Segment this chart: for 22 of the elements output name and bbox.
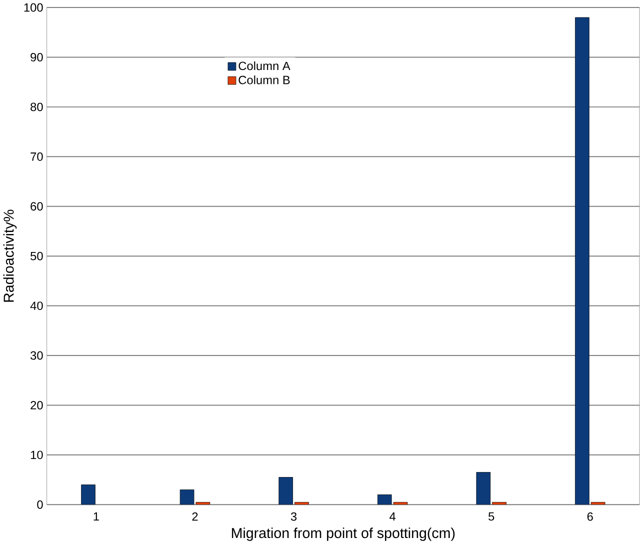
y-tick-label: 40 bbox=[30, 301, 43, 310]
legend-label: Column A bbox=[238, 61, 290, 70]
x-tick-label: 6 bbox=[587, 512, 593, 521]
x-tick-label: 1 bbox=[94, 512, 99, 520]
y-tick-label: 20 bbox=[30, 400, 43, 410]
y-tick-label: 90 bbox=[30, 52, 43, 62]
y-tick-label: 80 bbox=[30, 102, 43, 112]
legend-label: Column B bbox=[238, 75, 290, 84]
x-tick-label: 4 bbox=[390, 512, 396, 520]
y-tick-label: 70 bbox=[30, 152, 43, 161]
y-axis-title: Radioactivity% bbox=[3, 210, 17, 302]
y-tick-label: 60 bbox=[30, 202, 43, 210]
x-axis-title: Migration from point of spotting(cm) bbox=[232, 527, 455, 541]
y-tick-label: 0 bbox=[37, 500, 43, 509]
y-tick-label: 100 bbox=[24, 3, 43, 12]
x-tick-label: 3 bbox=[290, 512, 297, 521]
x-tick-label: 2 bbox=[192, 512, 198, 521]
x-tick-label: 5 bbox=[488, 512, 494, 521]
bar bbox=[81, 484, 96, 505]
y-tick-label: 30 bbox=[30, 351, 43, 360]
y-tick-label: 50 bbox=[30, 252, 43, 260]
y-tick-label: 10 bbox=[30, 450, 43, 460]
